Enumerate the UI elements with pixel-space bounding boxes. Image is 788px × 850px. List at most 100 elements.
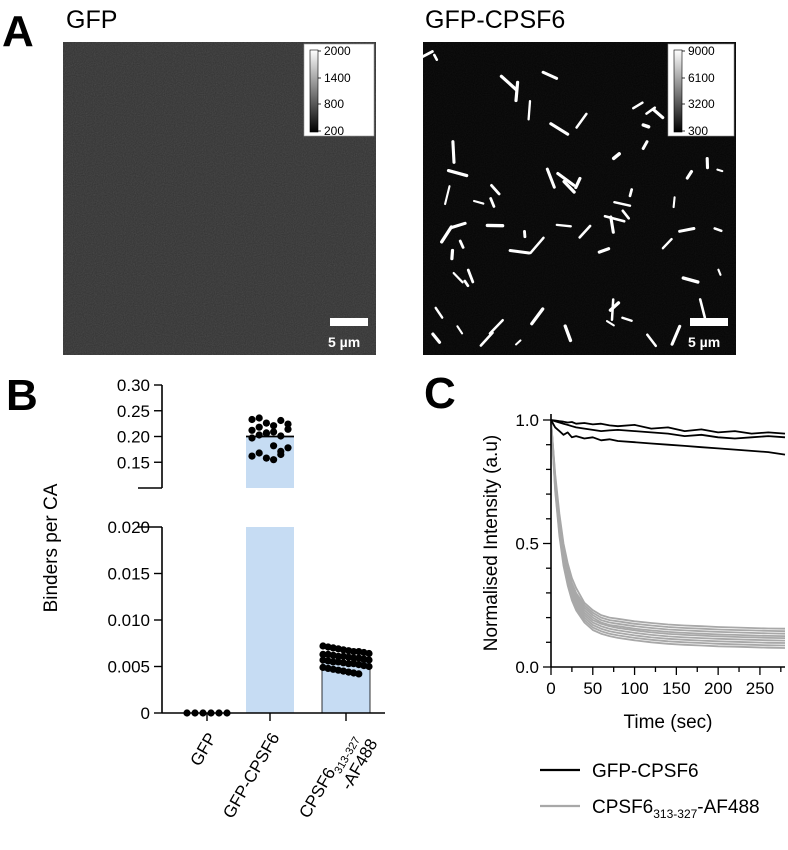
scalebar-left — [330, 318, 368, 326]
capsid-filament — [605, 320, 615, 327]
capsid-filament — [621, 316, 633, 322]
capsid-filament — [530, 307, 545, 326]
data-point — [248, 426, 256, 434]
image-right-title: GFP-CPSF6 — [425, 6, 565, 34]
capsid-filament — [652, 108, 665, 120]
capsid-filament — [432, 53, 439, 62]
capsid-filament — [434, 306, 444, 319]
capsid-filament — [473, 199, 485, 205]
series-line — [550, 419, 786, 635]
data-point — [255, 449, 263, 457]
capsid-filament — [716, 168, 724, 173]
capsid-filament — [488, 318, 504, 335]
capsid-filament — [556, 171, 576, 187]
data-point — [262, 419, 270, 427]
colorbar-left-tick: 800 — [324, 97, 344, 111]
capsid-filament — [527, 99, 532, 121]
panel-c-ylabel: Normalised Intensity (a.u) — [481, 435, 502, 651]
capsid-filament — [562, 179, 576, 194]
data-point — [355, 670, 363, 678]
data-point — [270, 422, 278, 430]
data-point — [365, 649, 373, 658]
colorbar-left-tick: 2000 — [324, 44, 351, 58]
colorbar-left: 2000 1400 800 200 — [303, 43, 375, 138]
series-line — [550, 419, 786, 633]
capsid-filament — [661, 237, 673, 250]
legend-label-cpsf6-af488: CPSF6313-327-AF488 — [592, 797, 760, 821]
data-point — [248, 434, 256, 442]
capsid-filament — [450, 248, 455, 261]
capsid-filament — [458, 239, 465, 249]
y-tick-label: 0.005 — [107, 658, 150, 677]
colorbar-right-tick: 300 — [688, 124, 708, 138]
data-point — [284, 425, 292, 433]
series-line — [550, 419, 786, 440]
capsid-filament — [555, 223, 572, 228]
x-tick-label: GFP — [187, 730, 221, 770]
capsid-filament — [628, 188, 634, 198]
capsid-filament — [603, 214, 626, 223]
data-point — [277, 450, 285, 459]
data-point — [329, 658, 337, 666]
y-tick-label: 0.15 — [117, 453, 150, 472]
data-point — [350, 648, 358, 656]
capsid-filament — [444, 185, 451, 206]
data-point — [270, 456, 278, 464]
capsid-filament — [632, 101, 644, 110]
capsid-filament — [415, 50, 434, 61]
capsid-filament — [456, 325, 464, 335]
bar-upper — [246, 436, 294, 488]
capsid-filament — [508, 249, 531, 255]
x-tick-label: 50 — [583, 679, 602, 698]
capsid-filament — [515, 339, 522, 346]
capsid-filament — [685, 169, 694, 180]
data-point — [365, 662, 373, 671]
data-point — [255, 431, 263, 439]
x-tick-label: 150 — [662, 679, 690, 698]
data-point — [319, 650, 327, 659]
capsid-filament — [452, 272, 464, 284]
capsid-filament — [431, 332, 442, 344]
capsid-filament — [499, 74, 519, 92]
data-point — [255, 414, 263, 422]
y-tick-label: 0.20 — [117, 428, 150, 447]
capsid-filament — [670, 324, 682, 346]
capsid-filament — [717, 268, 722, 276]
panel-c-line-chart: 0.0 0.5 1.0 0 50 100 150 200 250 — [515, 411, 786, 698]
data-point — [262, 454, 270, 462]
data-point — [365, 656, 373, 664]
scalebar-right-label: 5 µm — [688, 334, 720, 350]
legend-label-gfp-cpsf6: GFP-CPSF6 — [592, 761, 699, 782]
capsid-filament — [641, 123, 651, 129]
colorbar-right: 9000 6100 3200 300 — [667, 43, 735, 138]
capsid-filament — [611, 152, 621, 161]
capsid-filament — [613, 200, 632, 207]
colorbar-left-tick: 200 — [324, 124, 344, 138]
capsid-filament — [608, 301, 621, 312]
y-tick-label: 0.25 — [117, 402, 150, 421]
x-tick-label: 0 — [546, 679, 555, 698]
capsid-filament — [451, 140, 456, 164]
colorbar-right-tick: 9000 — [688, 44, 715, 58]
y-tick-label: 1.0 — [515, 411, 539, 430]
capsid-filament — [678, 227, 696, 233]
colorbar-left-tick: 1400 — [324, 71, 351, 85]
y-tick-label: 0 — [141, 704, 150, 723]
colorbar-right-tick: 6100 — [688, 71, 715, 85]
y-tick-label: 0.5 — [515, 535, 539, 554]
data-point — [277, 432, 285, 440]
capsid-filament — [450, 221, 467, 230]
data-point — [255, 423, 263, 431]
bar-lower — [246, 527, 294, 713]
image-left-title: GFP — [66, 6, 117, 34]
x-tick-label: 200 — [704, 679, 732, 698]
capsid-filament — [440, 225, 453, 244]
data-point — [284, 444, 292, 452]
capsid-filament — [681, 276, 700, 284]
capsid-filament — [479, 331, 494, 347]
data-point — [248, 415, 256, 424]
scalebar-right — [690, 318, 728, 326]
data-point — [248, 452, 256, 460]
scalebar-left-label: 5 µm — [328, 334, 360, 350]
